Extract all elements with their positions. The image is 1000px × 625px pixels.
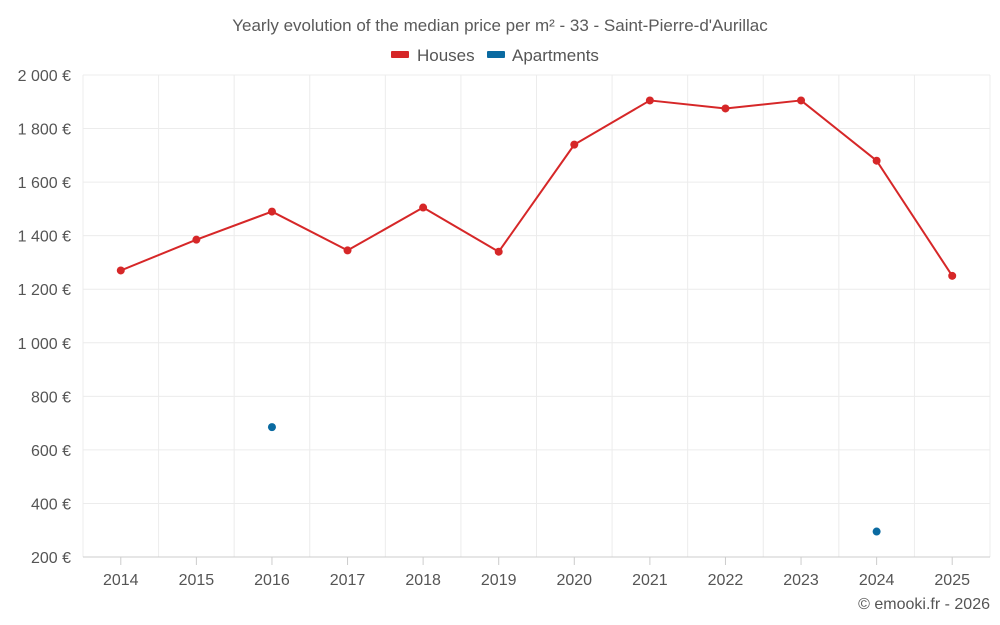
x-tick-label: 2018 <box>405 572 441 589</box>
legend-item-apartments[interactable]: Apartments <box>487 46 599 65</box>
data-point-houses[interactable] <box>192 235 201 244</box>
x-tick-label: 2021 <box>632 572 668 589</box>
y-tick-label: 1 200 € <box>18 282 71 299</box>
legend-label: Houses <box>417 46 475 65</box>
y-tick-label: 600 € <box>31 443 71 460</box>
data-point-houses[interactable] <box>494 247 503 256</box>
y-tick-label: 1 800 € <box>18 122 71 139</box>
x-tick-label: 2014 <box>103 572 139 589</box>
chart-title: Yearly evolution of the median price per… <box>232 16 768 35</box>
legend: Houses Apartments <box>391 46 599 65</box>
series-apartments <box>267 423 881 536</box>
data-point-houses[interactable] <box>948 271 957 280</box>
x-tick-label: 2016 <box>254 572 290 589</box>
y-tick-label: 1 400 € <box>18 229 71 246</box>
y-tick-label: 1 000 € <box>18 336 71 353</box>
y-tick-label: 400 € <box>31 496 71 513</box>
data-point-houses[interactable] <box>872 156 881 165</box>
grid <box>82 74 991 557</box>
legend-item-houses[interactable]: Houses <box>391 46 475 65</box>
y-tick-label: 800 € <box>31 389 71 406</box>
data-point-houses[interactable] <box>267 207 276 216</box>
y-tick-label: 2 000 € <box>18 68 71 85</box>
data-point-houses[interactable] <box>116 266 125 275</box>
data-point-houses[interactable] <box>797 96 806 105</box>
x-tick-label: 2023 <box>783 572 819 589</box>
x-tick-label: 2024 <box>859 572 895 589</box>
data-point-houses[interactable] <box>645 96 654 105</box>
legend-label: Apartments <box>512 46 599 65</box>
legend-swatch <box>391 51 409 58</box>
x-tick-label: 2015 <box>179 572 215 589</box>
x-tick-label: 2019 <box>481 572 517 589</box>
data-point-apartments[interactable] <box>872 527 881 536</box>
data-point-houses[interactable] <box>419 203 428 212</box>
data-point-houses[interactable] <box>721 104 730 113</box>
x-tick-label: 2025 <box>934 572 970 589</box>
y-tick-label: 1 600 € <box>18 175 71 192</box>
data-point-apartments[interactable] <box>267 423 276 432</box>
y-axis: 200 € 400 € 600 € 800 € 1 000 € 1 200 € 1 400 … <box>18 68 71 567</box>
credit-text: © emooki.fr - 2026 <box>858 596 990 613</box>
y-tick-label: 200 € <box>31 550 71 567</box>
x-tick-label: 2020 <box>556 572 592 589</box>
series-layer <box>116 96 957 536</box>
x-tick-label: 2022 <box>708 572 744 589</box>
legend-swatch <box>487 51 505 58</box>
series-houses <box>116 96 957 280</box>
data-point-houses[interactable] <box>570 140 579 149</box>
data-point-houses[interactable] <box>343 246 352 255</box>
series-line-houses <box>120 99 954 277</box>
x-axis: 2014 2015 2016 2017 2018 2019 2020 2021 2022 2023… <box>83 556 990 589</box>
x-tick-label: 2017 <box>330 572 366 589</box>
